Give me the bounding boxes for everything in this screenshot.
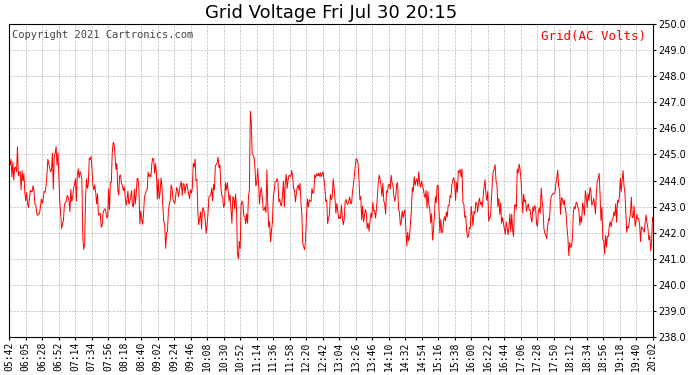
Text: Copyright 2021 Cartronics.com: Copyright 2021 Cartronics.com xyxy=(12,30,194,40)
Title: Grid Voltage Fri Jul 30 20:15: Grid Voltage Fri Jul 30 20:15 xyxy=(205,4,457,22)
Text: Grid(AC Volts): Grid(AC Volts) xyxy=(541,30,646,43)
